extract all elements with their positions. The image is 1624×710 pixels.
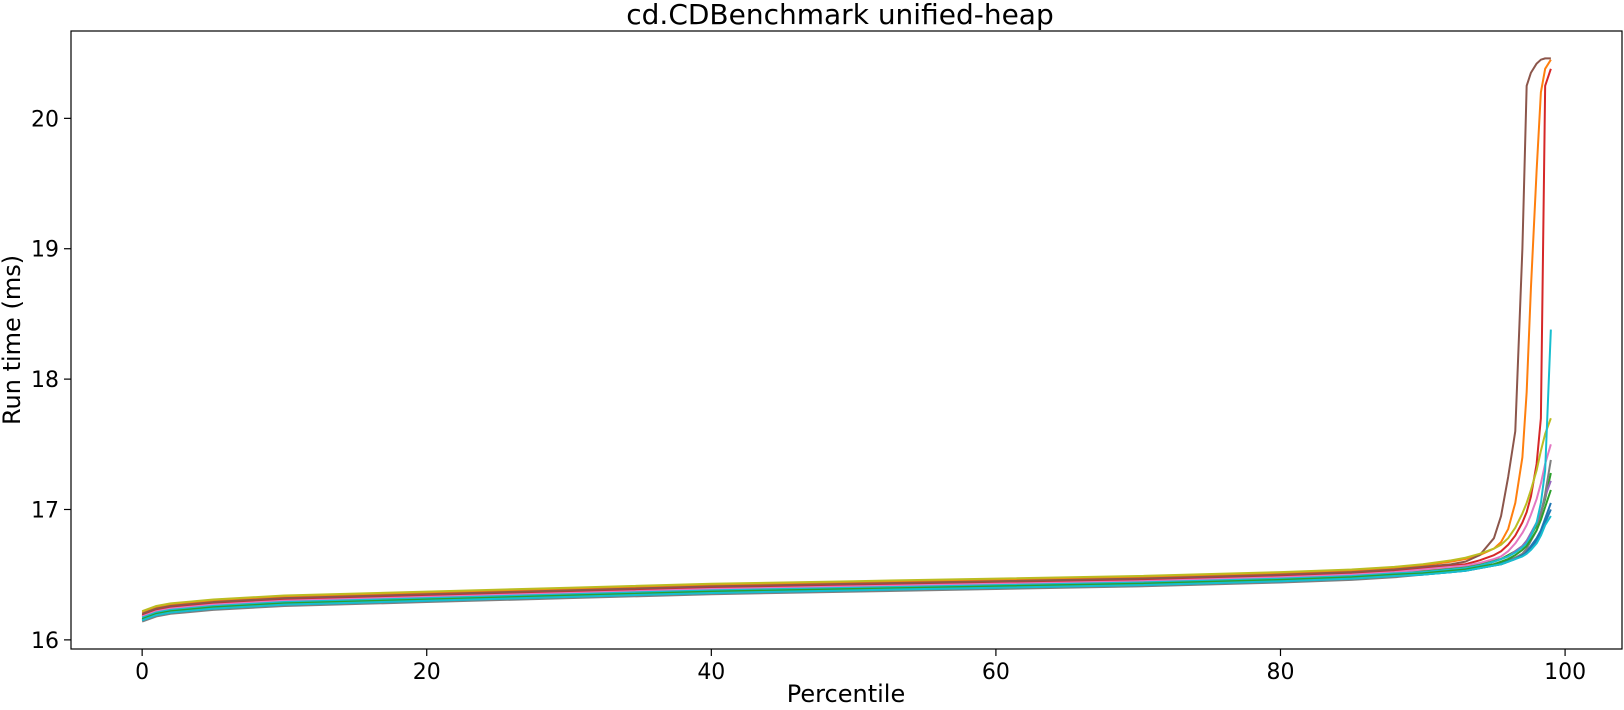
plot-frame (70, 30, 1623, 650)
series-line-6 (141, 57, 1551, 615)
series-line-12 (141, 489, 1552, 620)
series-line-4 (141, 68, 1552, 617)
series-line-2 (141, 59, 1552, 614)
y-tick-label: 16 (31, 629, 59, 654)
x-tick-label: 40 (697, 660, 725, 685)
series-line-9 (141, 417, 1552, 613)
series-layer (141, 57, 1552, 623)
y-tick-label: 20 (31, 107, 59, 132)
x-axis-label: Percentile (787, 680, 905, 708)
y-tick-label: 19 (31, 238, 59, 263)
series-line-13 (141, 515, 1552, 622)
y-tick-label: 18 (31, 368, 59, 393)
y-tick-label: 17 (31, 498, 59, 523)
x-tick-label: 100 (1544, 660, 1586, 685)
x-tick-label: 20 (413, 660, 441, 685)
x-tick-label: 80 (1266, 660, 1294, 685)
x-tick-label: 0 (135, 660, 149, 685)
y-axis-label: Run time (ms) (0, 255, 26, 425)
y-axis: 16 17 18 19 20 (31, 107, 71, 654)
chart-title: cd.CDBenchmark unified-heap (626, 0, 1053, 31)
x-axis: 0 20 40 60 80 100 (135, 649, 1586, 685)
series-line-10 (141, 329, 1552, 619)
series-line-7 (141, 444, 1552, 618)
x-tick-label: 60 (982, 660, 1010, 685)
